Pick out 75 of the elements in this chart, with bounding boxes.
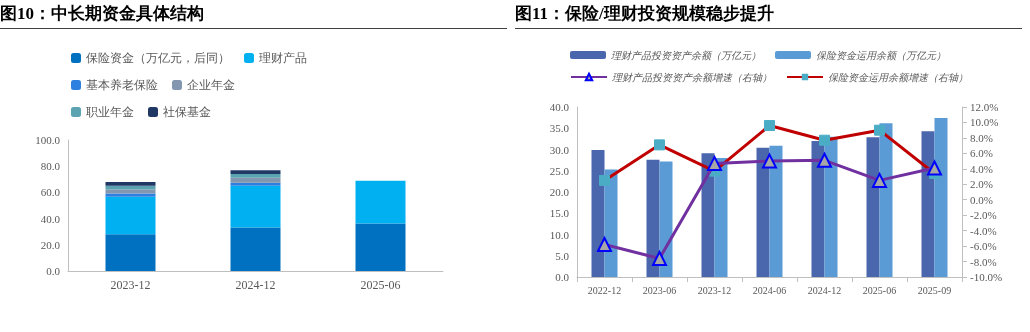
chart-title: 图10：中长期资金具体结构 xyxy=(0,0,507,29)
y2-tick-label: -4.0% xyxy=(970,224,997,237)
y2-tick-label: 10.0% xyxy=(970,116,999,129)
y-tick-label: 10.0 xyxy=(549,228,570,241)
y2-tick-label: -10.0% xyxy=(970,271,1003,283)
bar xyxy=(230,182,281,186)
x-tick-label: 2024-12 xyxy=(807,284,842,296)
y-tick-label: 5.0 xyxy=(555,249,570,262)
y-tick-label: 15.0 xyxy=(549,207,570,220)
y-tick-label: 0.0 xyxy=(555,271,570,283)
legend-label: 理财产品 xyxy=(259,51,307,65)
y2-tick-label: 12.0% xyxy=(970,101,999,113)
y-tick-label: 25.0 xyxy=(549,164,570,177)
bar xyxy=(355,223,406,271)
x-tick-label: 2024-06 xyxy=(752,284,787,296)
legend-label: 基本养老保险 xyxy=(86,78,158,92)
x-tick-label: 2023-06 xyxy=(642,284,677,296)
bar xyxy=(934,118,948,277)
x-tick-label: 2025-09 xyxy=(917,284,952,296)
legend-label: 社保基金 xyxy=(163,105,211,119)
bar xyxy=(824,136,838,277)
y-tick-label: 40.0 xyxy=(40,212,61,225)
y-tick-label: 60.0 xyxy=(40,186,61,199)
bar xyxy=(921,131,935,277)
y2-tick-label: -8.0% xyxy=(970,255,997,268)
bar xyxy=(105,185,156,190)
legend-label: 企业年金 xyxy=(187,78,235,92)
x-tick-label: 2023-12 xyxy=(110,278,151,292)
y2-tick-label: -6.0% xyxy=(970,240,997,253)
legend-label: 理财产品投资资产余额增速（右轴） xyxy=(612,71,772,83)
bar xyxy=(230,170,281,174)
bar xyxy=(769,145,783,277)
bar xyxy=(355,180,406,224)
y2-tick-label: -2.0% xyxy=(970,209,997,222)
bar xyxy=(105,189,156,194)
bar xyxy=(105,234,156,271)
legend-label: 职业年金 xyxy=(86,105,134,119)
bar xyxy=(105,196,156,235)
bar xyxy=(659,161,673,277)
legend-label: 保险资金（万亿元，后同） xyxy=(86,51,230,65)
x-tick-label: 2024-12 xyxy=(235,278,276,292)
y2-tick-label: 8.0% xyxy=(970,131,993,144)
y-tick-label: 35.0 xyxy=(549,122,570,135)
y-tick-label: 100.0 xyxy=(35,134,61,146)
y-tick-label: 30.0 xyxy=(549,143,570,156)
chart-title: 图11：保险/理财投资规模稳步提升 xyxy=(515,0,1022,29)
bar xyxy=(230,227,281,271)
bar xyxy=(230,173,281,178)
bar xyxy=(879,123,893,277)
bar xyxy=(230,185,281,228)
x-tick-label: 2023-12 xyxy=(697,284,732,296)
bar xyxy=(866,137,880,277)
bar xyxy=(105,193,156,197)
legend-label: 理财产品投资资产余额（万亿元） xyxy=(611,49,761,61)
bar xyxy=(811,141,825,277)
y2-tick-label: 0.0% xyxy=(970,193,993,206)
y-tick-label: 0.0 xyxy=(46,265,61,277)
y-tick-label: 20.0 xyxy=(40,238,61,251)
bar xyxy=(230,177,281,183)
y2-tick-label: 4.0% xyxy=(970,162,993,175)
y-tick-label: 40.0 xyxy=(549,101,570,113)
x-tick-label: 2025-06 xyxy=(360,278,401,292)
y-tick-label: 80.0 xyxy=(40,160,61,173)
x-tick-label: 2022-12 xyxy=(587,284,622,296)
legend-label: 保险资金运用余额（万亿元） xyxy=(816,49,946,61)
y2-tick-label: 6.0% xyxy=(970,147,993,160)
y-tick-label: 20.0 xyxy=(549,186,570,198)
bar xyxy=(646,159,660,277)
bar xyxy=(714,158,728,277)
legend-label: 保险资金运用余额增速（右轴） xyxy=(828,71,968,83)
y2-tick-label: 2.0% xyxy=(970,178,993,191)
bar xyxy=(756,147,770,277)
bar xyxy=(105,182,156,186)
x-tick-label: 2025-06 xyxy=(862,284,897,296)
bar xyxy=(591,149,605,277)
